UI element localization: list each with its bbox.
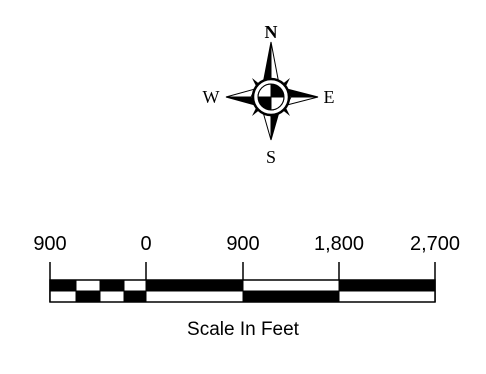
scale-label-left-900: 900 xyxy=(33,233,66,255)
compass-label-south: S xyxy=(266,147,276,167)
compass-label-north: N xyxy=(265,22,278,42)
scale-label-zero: 0 xyxy=(140,233,151,255)
compass-label-east: E xyxy=(324,87,335,107)
scale-label-2700: 2,700 xyxy=(410,233,460,255)
scale-caption: Scale In Feet xyxy=(187,319,300,340)
scale-bar xyxy=(49,262,436,303)
scale-label-1800: 1,800 xyxy=(314,233,364,255)
compass-label-west: W xyxy=(203,87,220,107)
scale-label-900: 900 xyxy=(226,233,259,255)
north-arrow-icon xyxy=(225,41,319,141)
